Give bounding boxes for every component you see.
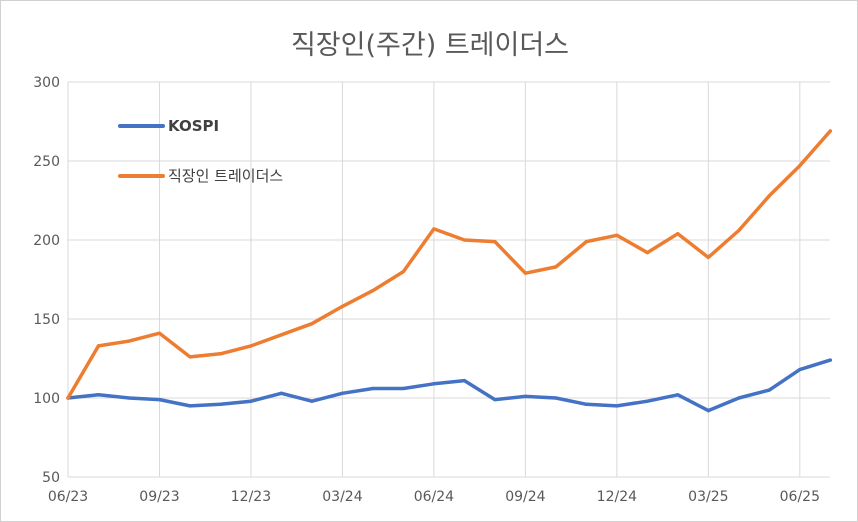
x-axis: 06/23 09/23 12/23 03/24 06/24 09/24 12/24 03/25… [48,489,820,505]
data-point [737,228,741,233]
data-point [462,379,466,383]
data-point [554,265,558,269]
data-point [554,396,558,400]
series-line-0 [66,358,833,413]
data-point [798,164,802,168]
data-point [188,355,192,359]
data-point [96,344,101,348]
data-point [645,399,649,403]
y-tick-label: 300 [33,75,60,91]
y-tick-label: 200 [33,233,60,249]
data-point [676,393,680,397]
data-point [401,270,406,274]
data-point [462,238,466,242]
data-point [249,344,253,348]
data-point [249,399,253,403]
x-tick-label: 03/24 [322,489,362,505]
chart-title: 직장인(주간) 트레이더스 [290,30,570,61]
data-point [401,386,406,391]
x-tick-label: 09/24 [505,489,545,505]
data-point [767,194,771,198]
data-point [676,232,680,236]
data-point [96,393,101,397]
data-point [737,396,741,400]
data-point [127,396,131,400]
data-point [615,233,619,237]
data-point [523,271,527,275]
series-lines [66,129,833,413]
y-tick-label: 150 [33,312,60,328]
data-point [584,402,588,406]
data-point [157,397,162,402]
x-tick-label: 06/23 [48,489,88,505]
data-point [493,397,497,402]
data-point [279,391,284,395]
data-point [218,352,223,356]
x-tick-label: 09/23 [139,489,179,505]
data-point [127,339,131,343]
data-point [310,399,314,403]
data-point [523,394,527,399]
data-point [432,382,436,386]
data-point [340,391,345,395]
data-point [310,322,314,326]
data-point [432,227,436,231]
data-point [66,396,70,400]
y-tick-label: 50 [42,470,60,486]
y-tick-label: 100 [33,391,60,407]
data-point [340,304,345,308]
series-line-1 [66,129,833,400]
legend-label: KOSPI [168,117,219,135]
data-point [828,129,832,133]
data-point [706,255,710,259]
data-point [371,386,375,391]
x-tick-label: 12/24 [597,489,637,505]
legend-label: 직장인 트레이더스 [168,167,283,185]
x-tick-label: 06/24 [414,489,454,505]
data-point [279,333,284,337]
data-point [615,404,619,408]
data-point [706,409,710,413]
data-point [645,251,649,255]
data-point [584,239,588,244]
x-tick-label: 12/23 [231,489,271,505]
y-tick-label: 250 [33,154,60,170]
x-tick-label: 03/25 [688,489,728,505]
data-point [218,402,223,406]
data-point [371,288,375,293]
y-axis: 50 100 150 200 250 300 [33,75,60,486]
data-point [828,358,832,362]
data-point [493,239,497,244]
legend: KOSPI 직장인 트레이더스 [118,117,283,185]
data-point [188,404,192,408]
x-tick-label: 06/25 [780,489,820,505]
data-point [798,367,802,372]
data-point [767,388,771,392]
grid [67,81,830,478]
data-point [157,331,162,335]
